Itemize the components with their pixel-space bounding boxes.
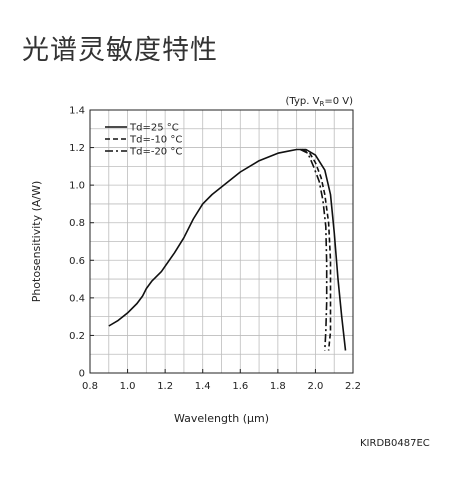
legend-label-1: Td=25 °C [129,123,179,134]
x-tick-label: 0.8 [82,381,98,392]
x-tick-label: 1.0 [120,381,136,392]
condition-note: (Typ. VR=0 V) [286,96,354,108]
series-line-2 [301,148,332,351]
x-tick-label: 1.4 [195,381,211,392]
x-tick-label: 2.0 [307,381,323,392]
series-line-1 [108,148,347,351]
y-axis-label: Photosensitivity (A/W) [30,181,43,303]
series-line-3 [300,148,328,351]
series-lines [108,148,347,351]
x-tick-label: 1.2 [157,381,173,392]
x-tick-label: 1.6 [232,381,248,392]
plot-frame [89,109,354,374]
legend-label-3: Td=-20 °C [129,147,182,158]
legend: Td=25 °CTd=-10 °CTd=-20 °C [105,123,182,158]
y-tick-label: 1.0 [69,181,85,192]
page-title: 光谱灵敏度特性 [22,35,218,66]
figure-code: KIRDB0487EC [360,438,430,449]
y-tick-label: 1.2 [69,143,85,154]
grid-lines [90,110,353,373]
y-tick-label: 1.4 [69,106,85,117]
y-tick-label: 0.6 [69,256,85,267]
x-tick-label: 1.8 [270,381,286,392]
y-tick-label: 0.4 [69,293,85,304]
y-tick-label: 0.2 [69,331,85,342]
y-tick-label: 0 [79,369,85,380]
legend-label-2: Td=-10 °C [129,135,182,146]
x-axis-label: Wavelength (μm) [174,412,269,425]
axis-ticks: 0.8 1.0 1.2 1.4 1.6 1.8 2.0 2.2 0 0.2 0.4 0.6 0.8 1.0… [69,106,361,393]
y-tick-label: 0.8 [69,218,85,229]
x-tick-label: 2.2 [345,381,361,392]
